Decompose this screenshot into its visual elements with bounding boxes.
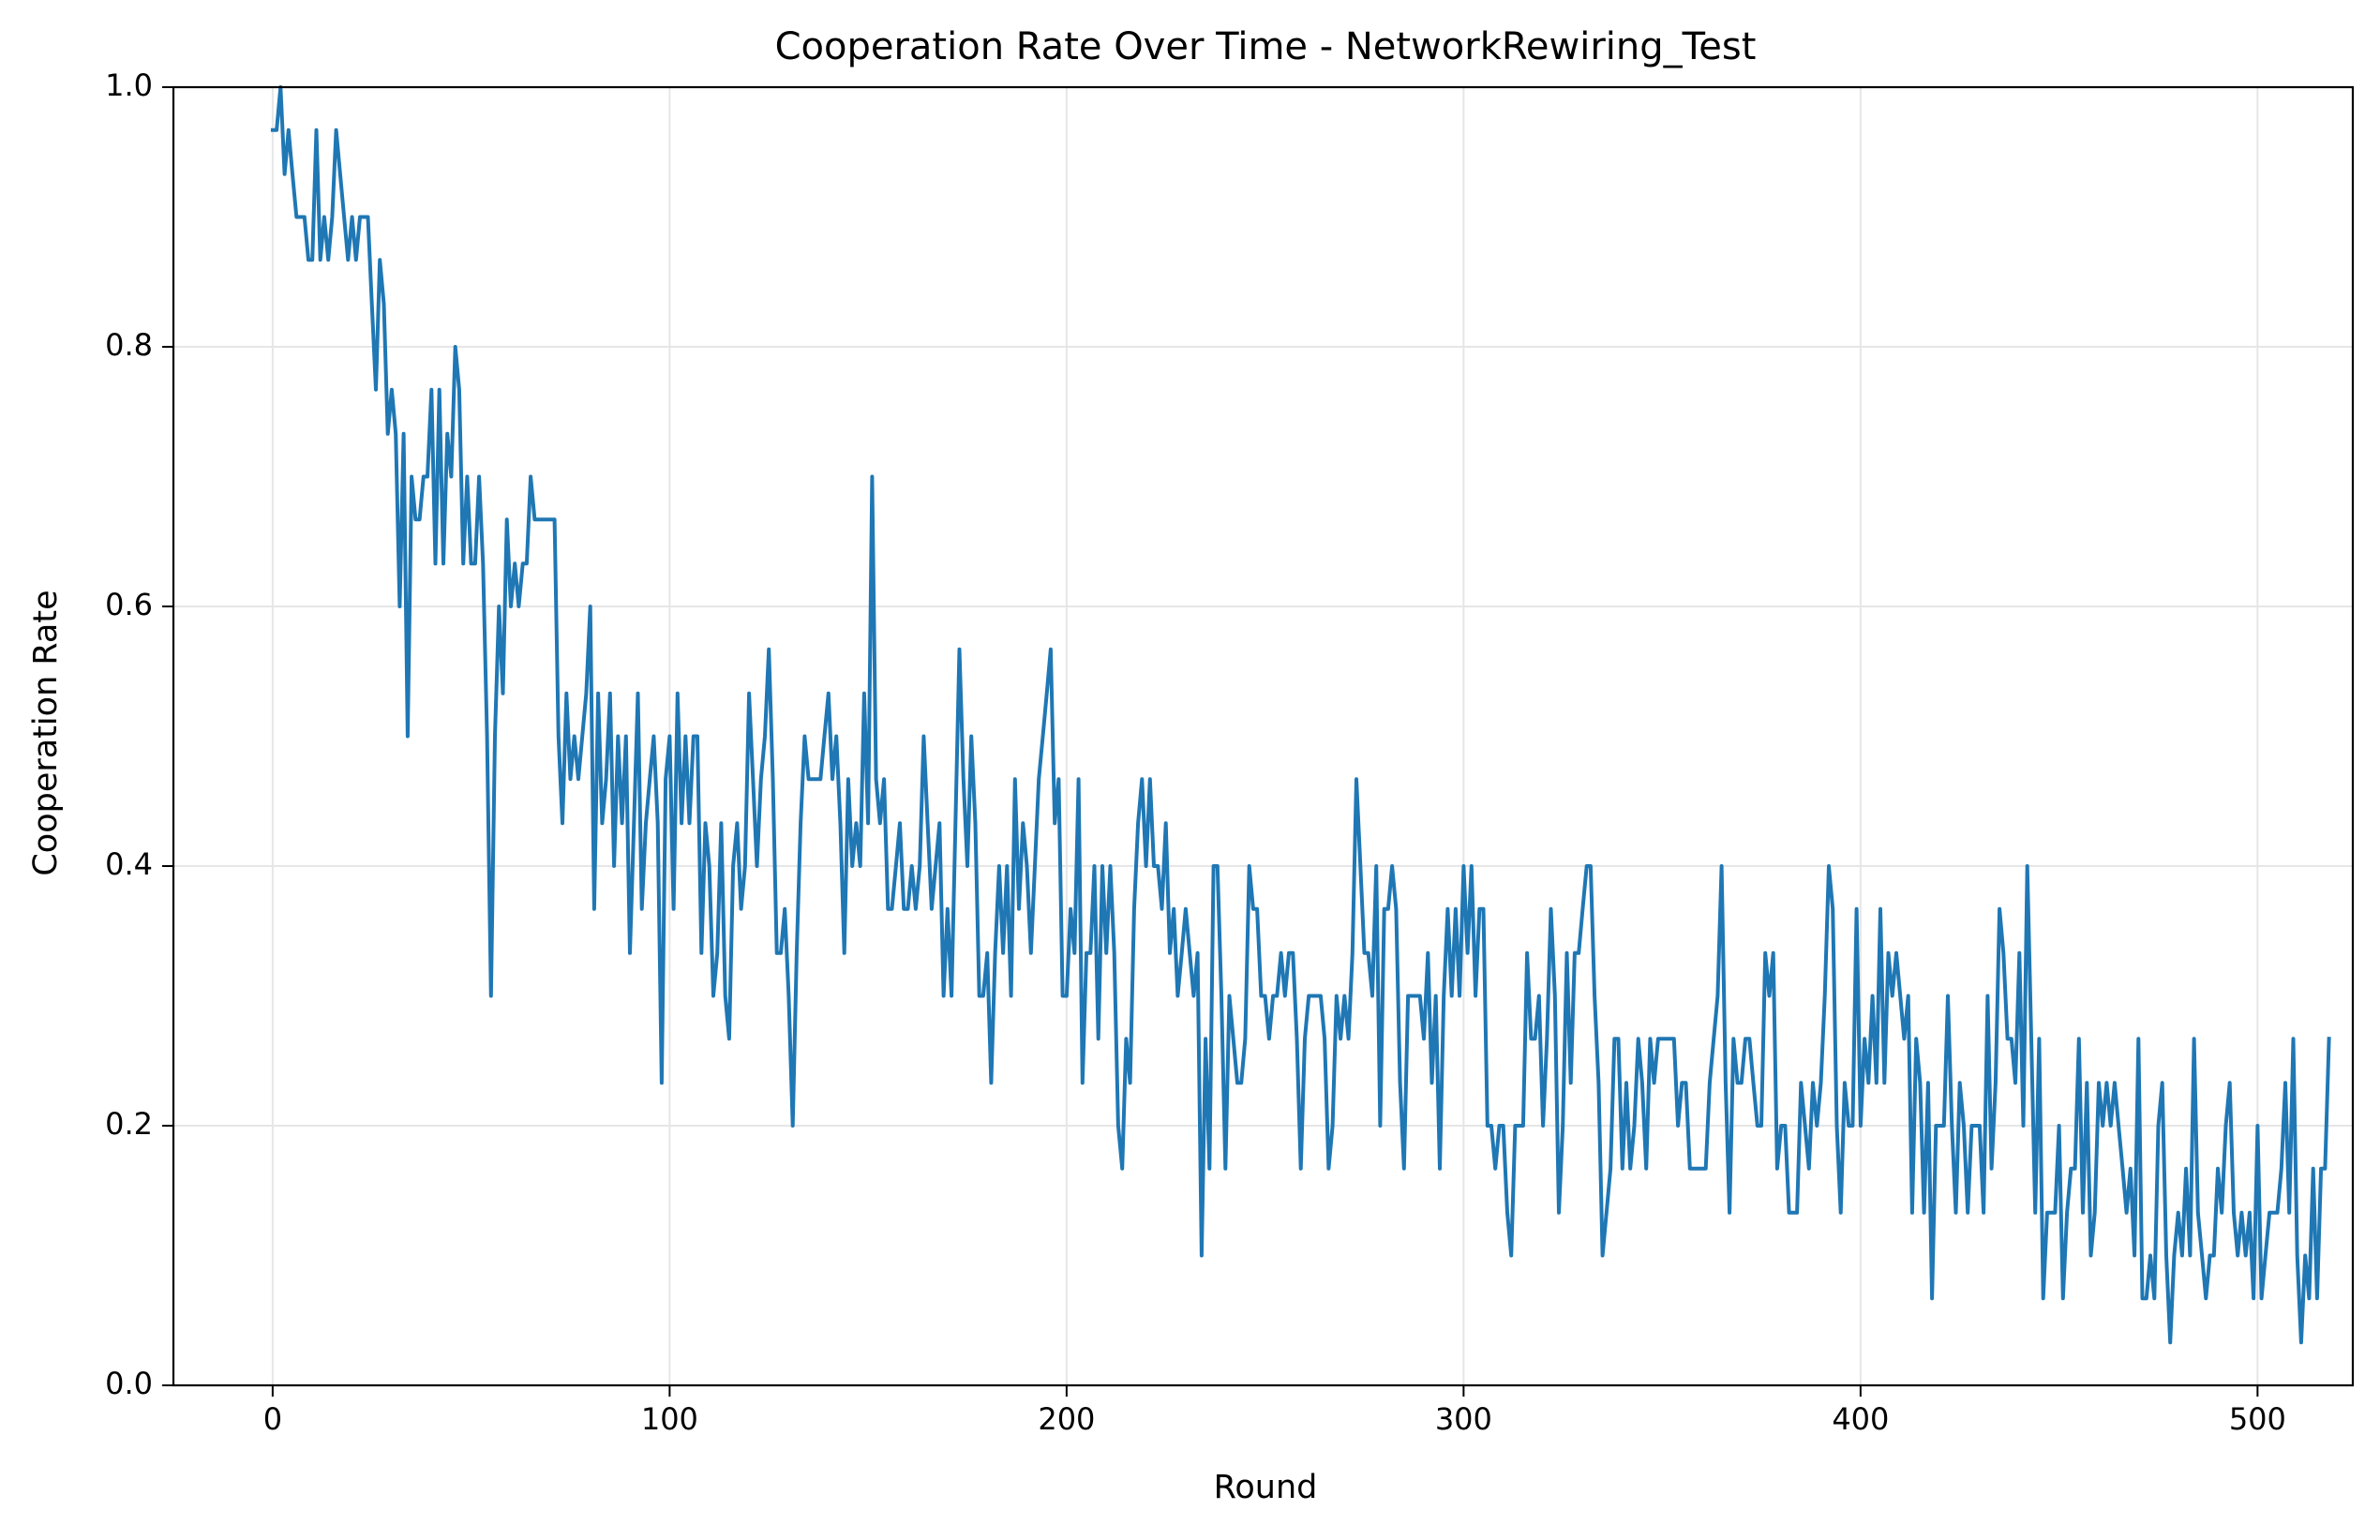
x-tick-label: 0 <box>263 1401 282 1437</box>
x-tick-label: 500 <box>2229 1401 2286 1437</box>
cooperation-rate-line <box>270 85 2331 1345</box>
x-tick-label: 200 <box>1038 1401 1095 1437</box>
series-layer <box>270 85 2331 1345</box>
y-axis-label: Cooperation Rate <box>27 590 65 875</box>
y-axis-ticks: 0.0 0.2 0.4 0.6 0.8 1.0 <box>105 67 173 1401</box>
y-tick-label: 0.0 <box>105 1366 153 1401</box>
y-tick-label: 1.0 <box>105 67 153 103</box>
y-tick-label: 0.8 <box>105 327 153 363</box>
x-axis-ticks: 0 100 200 300 400 500 <box>263 1385 2286 1437</box>
plot-area-frame <box>172 85 2355 1387</box>
y-tick-label: 0.2 <box>105 1106 153 1142</box>
y-tick-label: 0.6 <box>105 587 153 622</box>
x-axis-label: Round <box>1214 1469 1318 1506</box>
y-tick-label: 0.4 <box>105 846 153 882</box>
chart-title: Cooperation Rate Over Time - NetworkRewi… <box>775 25 1757 68</box>
x-tick-label: 100 <box>641 1401 698 1437</box>
x-tick-label: 400 <box>1832 1401 1889 1437</box>
x-tick-label: 300 <box>1435 1401 1492 1437</box>
